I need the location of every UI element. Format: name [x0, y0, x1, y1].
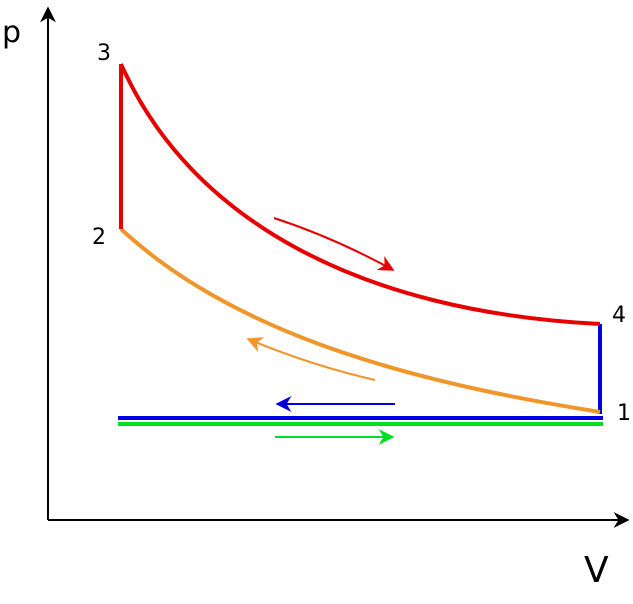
state-label: 4 — [612, 303, 626, 328]
expansion-curve — [119, 63, 601, 326]
state-label: 1 — [617, 401, 631, 426]
compression-arrow — [246, 337, 376, 381]
compression-curve — [119, 227, 601, 414]
state-label: 3 — [97, 41, 111, 66]
state-label: 2 — [92, 225, 106, 250]
expansion-arrow — [273, 217, 395, 271]
x-axis-label: V — [584, 550, 609, 591]
y-axis-label: p — [2, 15, 21, 50]
